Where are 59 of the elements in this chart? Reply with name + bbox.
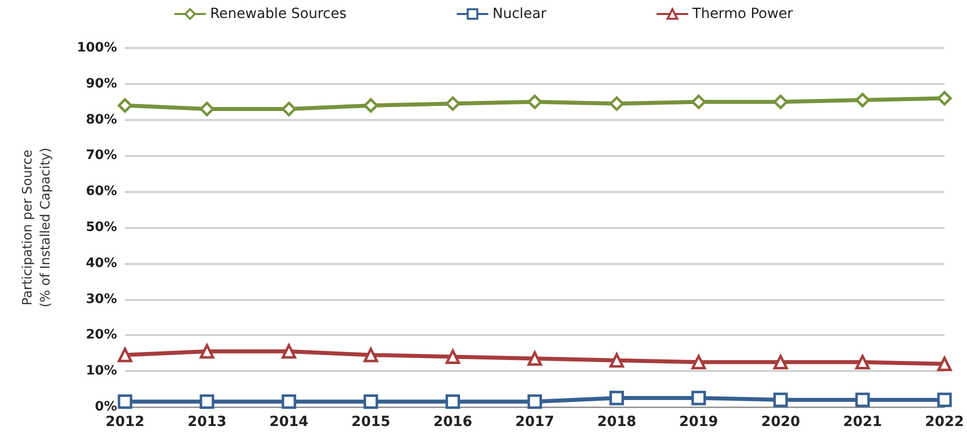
point (200, 394, 214, 409)
y-tick-label: 30% (86, 292, 117, 307)
point (364, 394, 378, 409)
y-tick-label: 60% (86, 184, 117, 200)
y-tick-label: 50% (86, 220, 117, 235)
point (937, 356, 952, 372)
point (609, 353, 624, 368)
y-tick-label: 100% (76, 40, 117, 56)
point (200, 344, 214, 359)
point (118, 98, 132, 113)
x-tick-label: 2016 (433, 414, 472, 430)
point (691, 94, 706, 110)
x-tick-label: 2018 (597, 414, 636, 430)
x-tick-label: 2020 (761, 414, 800, 430)
y-tick-label: 80% (86, 112, 117, 128)
y-tick-label: 10% (86, 364, 117, 379)
x-tick-label: 2014 (269, 414, 309, 430)
point (855, 392, 870, 408)
y-tick-label: 0% (94, 400, 117, 414)
point (364, 348, 378, 362)
point (773, 354, 788, 370)
point (855, 354, 870, 370)
y-tick-label: 40% (86, 256, 117, 271)
legend-label: Thermo Power (691, 6, 794, 22)
y-tick-label: 90% (86, 76, 117, 92)
x-tick-label: 2013 (187, 414, 226, 430)
point (446, 394, 460, 409)
point (446, 349, 460, 364)
point (364, 98, 378, 113)
point (282, 344, 296, 359)
point (528, 94, 542, 110)
point (118, 394, 132, 409)
point (691, 354, 706, 370)
point (691, 390, 706, 406)
legend-label: Renewable Sources (210, 6, 347, 22)
point (937, 392, 952, 408)
x-tick-label: 2012 (106, 414, 144, 430)
x-tick-label: 2019 (679, 414, 718, 430)
x-tick-label: 2017 (515, 414, 554, 430)
y-tick-label: 20% (86, 328, 117, 343)
point (446, 96, 460, 111)
point (118, 348, 132, 362)
x-tick-label: 2022 (925, 414, 964, 430)
point (773, 392, 788, 408)
point (609, 390, 624, 406)
point (282, 394, 296, 409)
y-axis-title: Participation per Source (% of Installed Capacity) (20, 148, 54, 308)
x-tick-label: 2021 (843, 414, 882, 430)
legend-label: Nuclear (492, 6, 547, 22)
point (282, 102, 296, 116)
point (200, 102, 214, 116)
point (528, 351, 542, 366)
point (855, 92, 870, 108)
point (528, 394, 542, 409)
x-tick-label: 2015 (351, 414, 390, 430)
point (937, 91, 952, 106)
point (609, 96, 624, 111)
point (773, 94, 788, 110)
y-tick-label: 70% (86, 148, 117, 164)
